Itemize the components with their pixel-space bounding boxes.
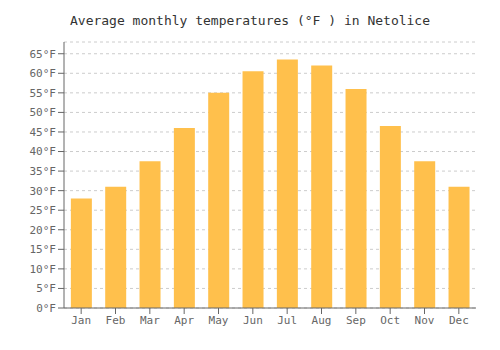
svg-text:60°F: 60°F xyxy=(30,67,57,80)
svg-text:Jan: Jan xyxy=(71,314,91,327)
svg-text:65°F: 65°F xyxy=(30,48,57,61)
svg-text:Aug: Aug xyxy=(312,314,332,327)
svg-text:15°F: 15°F xyxy=(30,243,57,256)
svg-text:30°F: 30°F xyxy=(30,185,57,198)
svg-text:0°F: 0°F xyxy=(36,302,56,315)
svg-text:35°F: 35°F xyxy=(30,165,57,178)
svg-text:Mar: Mar xyxy=(140,314,160,327)
svg-text:Sep: Sep xyxy=(346,314,366,327)
svg-text:Nov: Nov xyxy=(415,314,435,327)
svg-text:10°F: 10°F xyxy=(30,263,57,276)
svg-text:May: May xyxy=(209,314,229,327)
html-text:Average monthly temperatures (: Average monthly temperatures (°F ) in Ne… xyxy=(70,13,430,28)
svg-text:Jul: Jul xyxy=(277,314,297,327)
svg-text:Apr: Apr xyxy=(174,314,194,327)
svg-text:Jun: Jun xyxy=(243,314,263,327)
svg-text:55°F: 55°F xyxy=(30,87,57,100)
svg-text:Oct: Oct xyxy=(380,314,400,327)
svg-text:5°F: 5°F xyxy=(36,282,56,295)
svg-text:Dec: Dec xyxy=(449,314,469,327)
svg-text:45°F: 45°F xyxy=(30,126,57,139)
svg-text:50°F: 50°F xyxy=(30,106,57,119)
svg-text:40°F: 40°F xyxy=(30,145,57,158)
svg-text:25°F: 25°F xyxy=(30,204,57,217)
svg-text:20°F: 20°F xyxy=(30,224,57,237)
svg-text:Feb: Feb xyxy=(106,314,126,327)
